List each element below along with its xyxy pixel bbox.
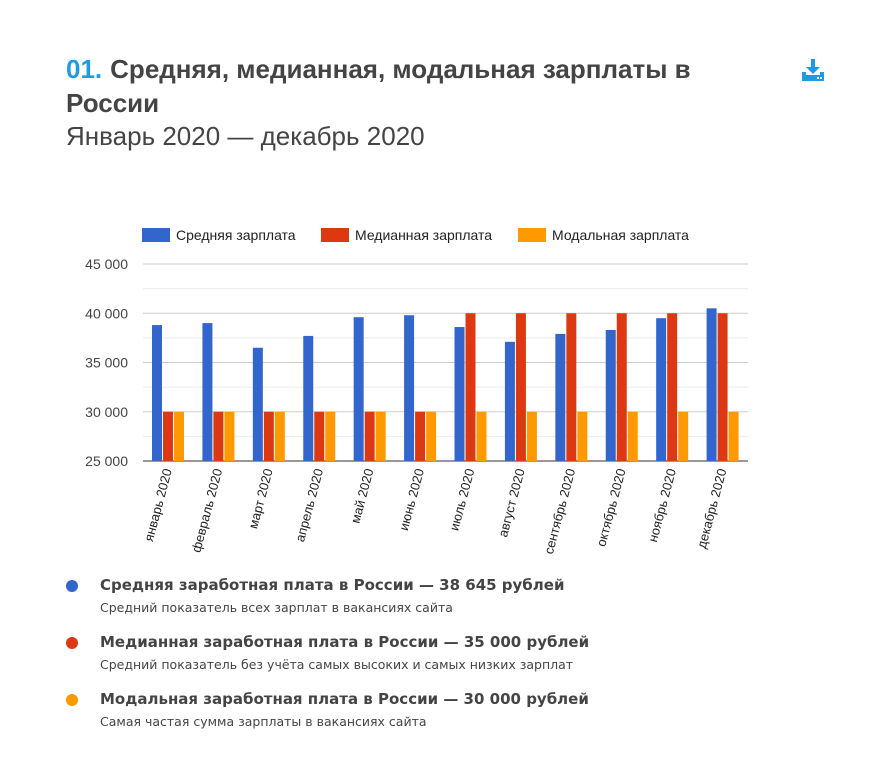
y-tick-label: 45 000	[85, 256, 128, 272]
bar	[566, 313, 577, 461]
item-title: Медианная заработная плата в России — 35…	[100, 633, 590, 651]
legend-swatch	[142, 228, 170, 242]
bar	[224, 411, 235, 461]
x-tick-label: март 2020	[245, 467, 275, 530]
bar	[454, 327, 465, 461]
legend-label: Модальная зарплата	[552, 227, 689, 243]
x-tick-label: август 2020	[495, 467, 528, 539]
x-tick-label: апрель 2020	[292, 467, 326, 544]
bar	[252, 347, 263, 461]
bar	[465, 313, 476, 461]
x-tick-label: июнь 2020	[396, 467, 427, 532]
y-tick-label: 25 000	[85, 453, 128, 469]
bar	[555, 333, 566, 461]
item-title: Модальная заработная плата в России — 30…	[100, 690, 589, 708]
bar	[656, 318, 667, 461]
bar	[163, 411, 173, 461]
bar	[678, 411, 689, 461]
download-icon	[802, 59, 824, 81]
color-dot	[66, 637, 78, 649]
download-button[interactable]	[800, 58, 826, 84]
x-tick-label: май 2020	[348, 467, 377, 525]
color-dot	[66, 580, 78, 592]
item-title: Средняя заработная плата в России — 38 6…	[100, 576, 565, 594]
chart-number: 01.	[66, 54, 103, 84]
legend-swatch	[518, 228, 546, 242]
x-tick-label: февраль 2020	[189, 467, 226, 554]
y-tick-label: 40 000	[85, 305, 128, 321]
bar	[526, 411, 537, 461]
item-desc: Самая частая сумма зарплаты в вакансиях …	[100, 714, 427, 729]
bar	[415, 411, 426, 461]
page-title: 01. Средняя, медианная, модальная зарплат…	[66, 52, 766, 120]
item-desc: Средний показатель без учёта самых высок…	[100, 657, 574, 672]
bar	[605, 329, 616, 461]
bar	[375, 411, 386, 461]
page-subtitle: Январь 2020 — декабрь 2020	[66, 121, 425, 151]
bar	[152, 325, 162, 461]
bar	[667, 313, 678, 461]
item-desc: Средний показатель всех зарплат в ваканс…	[100, 600, 453, 615]
bar	[364, 411, 375, 461]
bar	[303, 335, 314, 461]
bar	[717, 313, 728, 461]
bar	[577, 411, 588, 461]
x-tick-label: декабрь 2020	[694, 467, 730, 550]
bar	[404, 315, 415, 461]
x-tick-label: июль 2020	[446, 467, 477, 532]
bar	[325, 411, 336, 461]
y-tick-label: 35 000	[85, 355, 128, 371]
bar	[627, 411, 638, 461]
legend-swatch	[321, 228, 349, 242]
x-tick-label: октябрь 2020	[593, 467, 628, 548]
title-text: Средняя, медианная, модальная зарплаты в…	[66, 54, 691, 118]
bar	[353, 317, 364, 461]
bar	[504, 341, 515, 461]
y-tick-label: 30 000	[85, 404, 128, 420]
x-tick-label: ноябрь 2020	[645, 467, 679, 544]
bar	[616, 313, 627, 461]
bar	[263, 411, 274, 461]
bar	[515, 313, 526, 461]
bar	[213, 411, 224, 461]
bar	[728, 411, 739, 461]
bar	[426, 411, 437, 461]
legend-label: Медианная зарплата	[355, 227, 492, 243]
bar	[476, 411, 487, 461]
legend-label: Средняя зарплата	[176, 227, 296, 243]
bar	[202, 323, 213, 461]
bar-chart: 25 000 30 000 35 000 40 000 45 000 январь 202…	[85, 227, 748, 556]
bar	[706, 308, 717, 461]
x-tick-label: январь 2020	[141, 467, 175, 543]
bar	[174, 411, 184, 461]
bar	[274, 411, 285, 461]
x-tick-label: сентябрь 2020	[541, 467, 578, 556]
color-dot	[66, 694, 78, 706]
header: 01. Средняя, медианная, модальная зарплат…	[66, 52, 766, 152]
bar	[314, 411, 325, 461]
